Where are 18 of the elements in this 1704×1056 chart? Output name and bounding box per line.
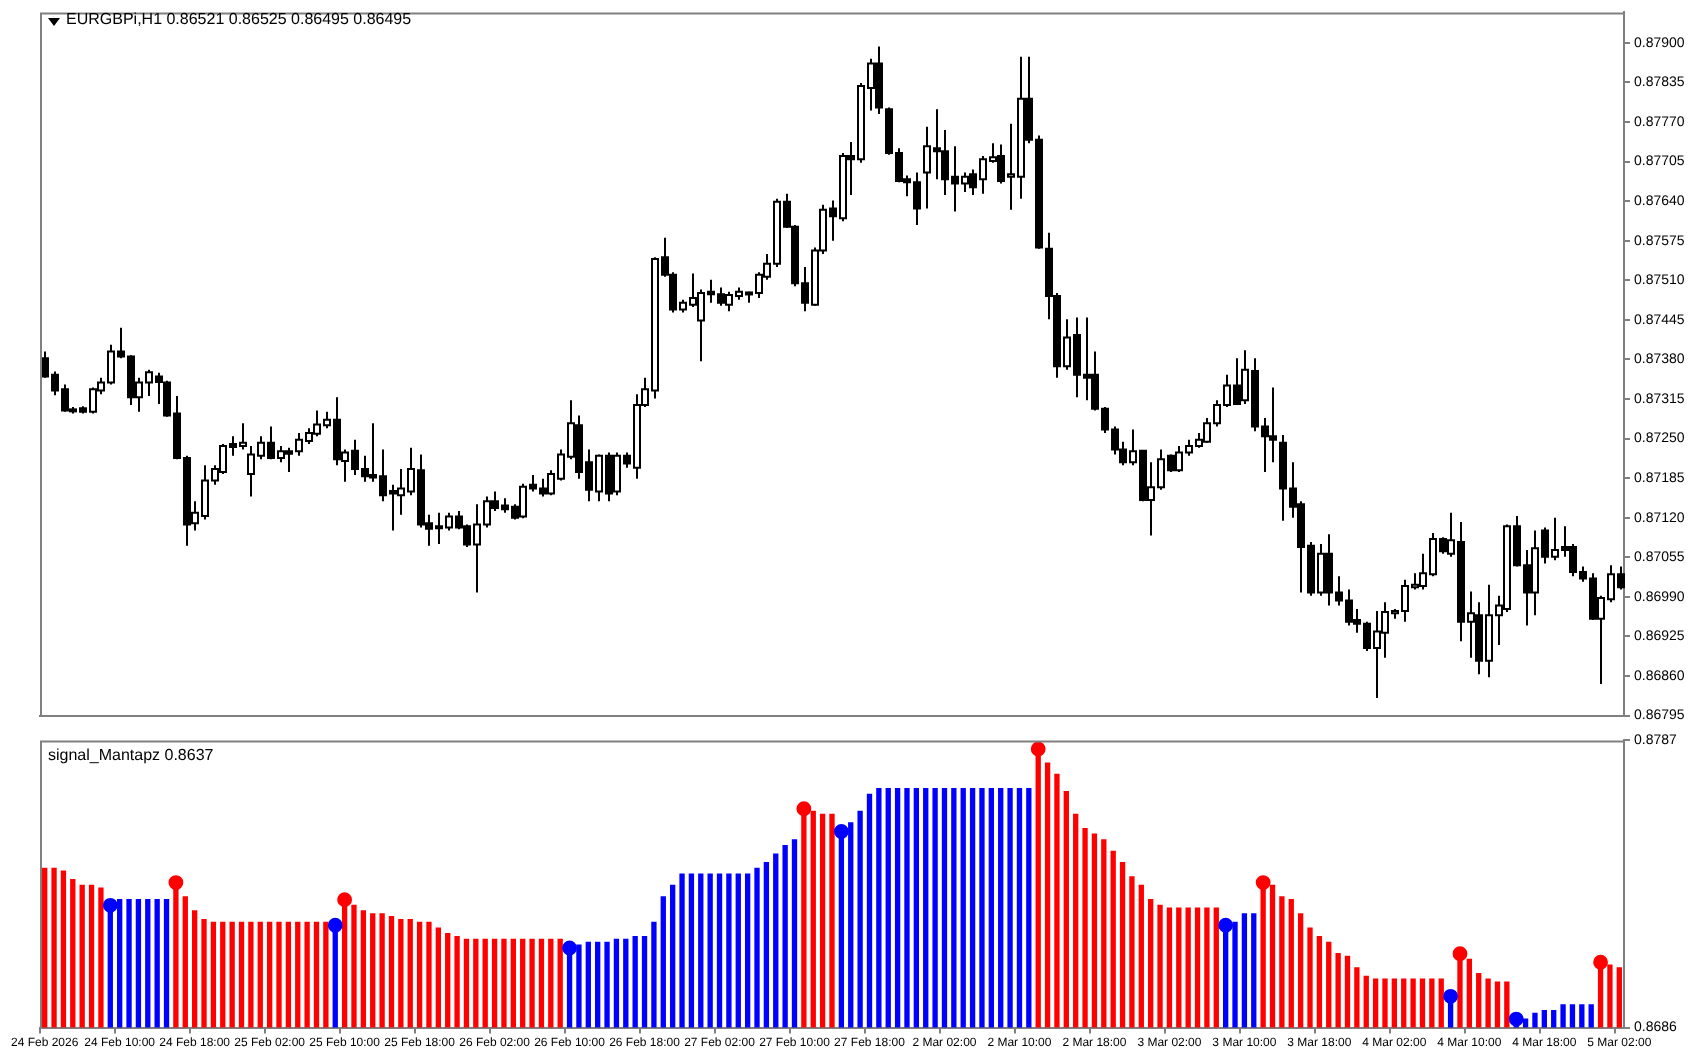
point (833, 823, 849, 839)
point (1452, 946, 1468, 962)
chart-title: signal_Mantapz 0.8637 (48, 746, 214, 764)
candlestick (1269, 386, 1277, 464)
point (168, 875, 184, 890)
point (562, 940, 577, 956)
point (327, 917, 343, 933)
point (1030, 741, 1046, 757)
point (796, 801, 812, 817)
point (337, 892, 353, 908)
point (102, 897, 118, 913)
point (1593, 954, 1608, 970)
chart-title: EURGBPi,H1 0.86521 0.86525 0.86495 0.86495 (66, 10, 412, 28)
point (1443, 988, 1458, 1004)
candlestick (875, 45, 883, 116)
point (1218, 917, 1234, 933)
point (1255, 875, 1271, 890)
point (1508, 1011, 1524, 1027)
